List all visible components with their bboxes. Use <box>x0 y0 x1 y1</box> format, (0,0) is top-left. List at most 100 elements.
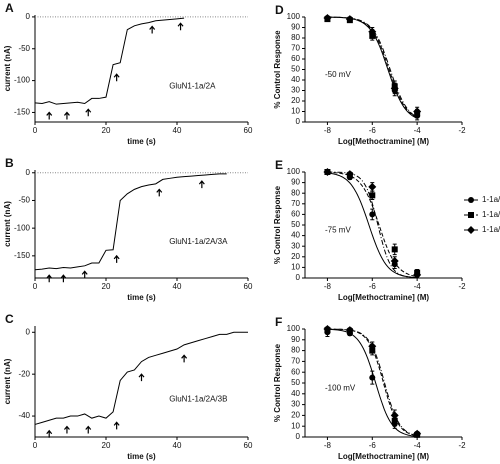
x-tick-label: -8 <box>324 441 332 450</box>
x-tick-label: -2 <box>458 282 466 291</box>
y-tick-label: 40 <box>291 75 300 84</box>
current-trace <box>34 331 248 425</box>
fit-curve <box>327 328 418 437</box>
annotation: GluN1-1a/2A/3B <box>169 395 227 404</box>
y-tick-label: 20 <box>291 96 300 105</box>
data-point <box>368 27 377 36</box>
x-tick-label: 40 <box>173 126 182 135</box>
arrow <box>177 22 184 31</box>
panel-label: B <box>5 156 14 170</box>
arrow <box>198 180 205 189</box>
arrow <box>149 25 156 34</box>
arrow <box>46 111 53 120</box>
y-tick-label: -50 <box>18 44 30 53</box>
y-tick-label: 90 <box>291 335 300 344</box>
y-tick-label: 0 <box>296 432 301 441</box>
arrow <box>113 254 120 263</box>
data-point <box>368 342 377 351</box>
arrow <box>138 373 145 382</box>
y-tick-label: 90 <box>291 23 300 32</box>
data-point <box>413 107 422 116</box>
data-point <box>390 84 399 93</box>
x-tick-label: -2 <box>458 441 466 450</box>
y-tick-label: -50 <box>18 196 30 205</box>
y-tick-label: 20 <box>291 411 300 420</box>
y-tick-label: 70 <box>291 44 300 53</box>
x-tick-label: 20 <box>102 441 111 450</box>
y-tick-label: 100 <box>287 12 301 21</box>
y-tick-label: -40 <box>18 411 30 420</box>
x-tick-label: 0 <box>33 441 38 450</box>
data-point <box>368 182 377 191</box>
panel-label: F <box>275 315 282 329</box>
arrow <box>63 111 70 120</box>
x-axis-label: time (s) <box>127 452 156 461</box>
y-tick-label: -20 <box>18 369 30 378</box>
annotation: GluN1-1a/2A <box>169 82 216 91</box>
x-tick-label: -8 <box>324 282 332 291</box>
x-tick-label: -4 <box>414 126 422 135</box>
x-axis-label: Log[Methoctramine] (M) <box>338 452 429 461</box>
arrow <box>85 425 92 434</box>
data-point <box>390 257 399 266</box>
y-axis-label: current (nA) <box>3 45 12 91</box>
y-tick-label: 30 <box>291 400 300 409</box>
data-point <box>468 212 474 218</box>
arrow <box>85 108 92 117</box>
current-trace <box>34 173 227 271</box>
x-tick-label: 0 <box>33 126 38 135</box>
data-point <box>323 14 332 23</box>
x-tick-label: 60 <box>244 282 253 291</box>
y-axis-label: % Control Response <box>273 185 282 264</box>
x-tick-label: 60 <box>244 126 253 135</box>
annotation: -100 mV <box>325 384 356 393</box>
x-tick-label: -6 <box>369 282 377 291</box>
x-tick-label: -8 <box>324 126 332 135</box>
data-point <box>468 197 474 203</box>
data-point <box>369 192 376 199</box>
data-point <box>369 211 376 218</box>
y-tick-label: -150 <box>14 251 31 260</box>
data-point <box>413 270 422 279</box>
y-tick-label: 50 <box>291 65 300 74</box>
y-tick-label: 80 <box>291 188 300 197</box>
data-point <box>391 246 398 253</box>
y-tick-label: 80 <box>291 346 300 355</box>
y-tick-label: 10 <box>291 421 300 430</box>
x-tick-label: -2 <box>458 126 466 135</box>
y-axis-label: current (nA) <box>3 358 12 404</box>
y-tick-label: 70 <box>291 357 300 366</box>
y-axis-label: % Control Response <box>273 30 282 109</box>
y-tick-label: 0 <box>26 168 31 177</box>
x-tick-label: -6 <box>369 126 377 135</box>
current-trace <box>34 17 185 105</box>
y-tick-label: -150 <box>14 108 31 117</box>
annotation: GluN1-1a/2A/3A <box>169 237 228 246</box>
y-tick-label: 10 <box>291 107 300 116</box>
arrow <box>113 421 120 430</box>
x-axis-label: Log[Methoctramine] (M) <box>338 293 429 302</box>
arrow <box>113 73 120 82</box>
legend-label: 1-1a/2A/3A <box>482 210 500 219</box>
data-point <box>467 226 475 234</box>
x-axis-label: Log[Methoctramine] (M) <box>338 137 429 146</box>
x-tick-label: 40 <box>173 282 182 291</box>
x-tick-label: 20 <box>102 282 111 291</box>
y-tick-label: 30 <box>291 241 300 250</box>
y-tick-label: -100 <box>14 223 31 232</box>
annotation: -75 mV <box>325 225 351 234</box>
y-tick-label: 0 <box>26 327 31 336</box>
panel-label: D <box>275 3 284 17</box>
panel-label: C <box>5 312 14 326</box>
y-tick-label: 100 <box>287 324 301 333</box>
y-axis-label: current (nA) <box>3 201 12 247</box>
x-axis-label: time (s) <box>127 293 156 302</box>
y-tick-label: -100 <box>14 76 31 85</box>
arrow <box>60 274 67 283</box>
y-axis-label: % Control Response <box>273 343 282 422</box>
arrow <box>156 188 163 197</box>
annotation: -50 mV <box>325 70 351 79</box>
y-tick-label: 0 <box>26 12 31 21</box>
fit-curve <box>327 171 418 278</box>
fit-curve <box>327 171 418 279</box>
